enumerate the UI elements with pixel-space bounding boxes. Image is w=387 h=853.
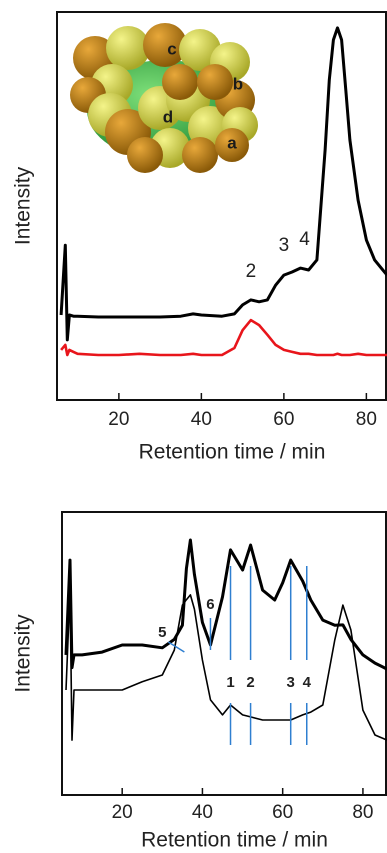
y-axis-label: Intensity: [12, 614, 35, 693]
x-tick-label: 60: [273, 409, 294, 430]
figure: 20406080Retention time / minIntensity234…: [0, 0, 387, 853]
atom: [197, 64, 233, 100]
annotation: 2: [246, 674, 254, 691]
series-line: [66, 590, 387, 740]
annotation: 4: [303, 674, 312, 691]
plot-area: [66, 540, 387, 740]
chart: 20 40 60 80 Retention time / min Intensity 5 6 1…: [12, 512, 387, 852]
inset-label: b: [233, 74, 243, 93]
annotation: 4: [299, 229, 310, 250]
inset-label: d: [163, 107, 173, 126]
x-tick-label: 40: [192, 802, 213, 823]
plot-frame: [62, 512, 386, 795]
atom: [127, 137, 163, 173]
inset-label: a: [227, 133, 237, 152]
annotation: 6: [206, 596, 214, 613]
annotation: 5: [158, 624, 166, 641]
x-tick-label: 60: [272, 802, 293, 823]
inset-label: c: [167, 39, 176, 58]
annotation: 1: [226, 674, 234, 691]
x-tick-label: 20: [112, 802, 133, 823]
atom: [162, 64, 198, 100]
atom: [182, 137, 218, 173]
annotation: 2: [246, 261, 257, 282]
x-tick-label: 20: [108, 409, 129, 430]
x-tick-label: 80: [352, 802, 373, 823]
x-tick-label: 80: [356, 409, 377, 430]
x-axis-label: Retention time / min: [139, 441, 326, 464]
series-line: [66, 540, 387, 669]
annotation: 3: [287, 674, 295, 691]
annotation: 3: [279, 235, 290, 256]
y-axis-label: Intensity: [12, 166, 35, 245]
series-line: [61, 320, 387, 355]
pointer: [168, 642, 184, 652]
x-axis-label: Retention time / min: [141, 829, 328, 852]
x-tick-label: 40: [191, 409, 212, 430]
molecule-inset: a b c d: [70, 23, 258, 173]
